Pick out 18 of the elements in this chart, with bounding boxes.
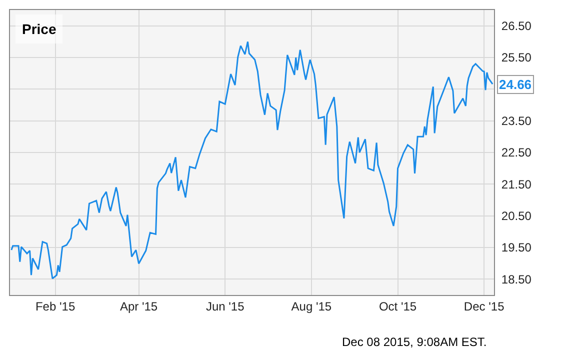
text: Dec 08 2015, 9:08AM EST. xyxy=(342,335,487,349)
y-tick-label: 23.50 xyxy=(501,114,532,128)
text: Price xyxy=(22,21,56,37)
x-tick-label: Apr '15 xyxy=(120,299,158,314)
x-tick-label: Aug '15 xyxy=(291,299,332,314)
y-tick-label: 26.50 xyxy=(501,19,532,34)
annotation: 24.66 xyxy=(499,77,532,92)
x-tick-label: Jun '15 xyxy=(206,299,245,314)
y-tick-label: 18.50 xyxy=(501,272,532,286)
x-tick-label: Dec '15 xyxy=(464,299,505,314)
x-tick-label: Oct '15 xyxy=(378,299,417,314)
y-tick-label: 19.50 xyxy=(501,240,532,255)
line-series xyxy=(10,40,494,280)
y-tick-label: 25.50 xyxy=(501,50,532,65)
x-tick-label: Feb '15 xyxy=(35,299,76,314)
y-tick-label: 21.50 xyxy=(501,177,532,192)
y-tick-label: 20.50 xyxy=(501,209,532,224)
y-tick-label: 22.50 xyxy=(501,146,532,160)
